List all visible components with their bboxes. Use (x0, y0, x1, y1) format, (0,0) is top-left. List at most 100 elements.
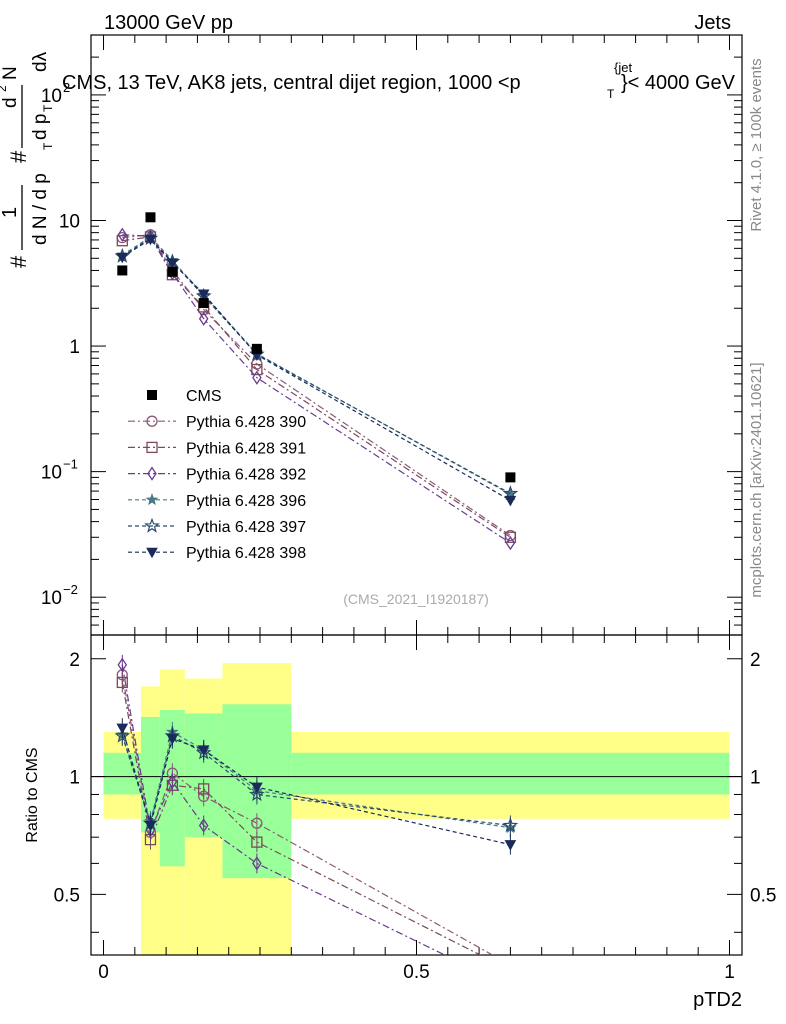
series-point (166, 258, 179, 269)
legend-marker (146, 441, 158, 454)
y-tick-label: 10 (41, 588, 62, 609)
y-axis-label-part: N (0, 66, 21, 80)
series-point (117, 227, 128, 242)
data-point (167, 266, 178, 277)
side-label-mcplots: mcplots.cern.ch [arXiv:2401.10621] (748, 362, 765, 597)
legend-marker (146, 415, 158, 427)
series-line (121, 237, 511, 495)
legend-marker (144, 517, 160, 533)
ratio-line (121, 674, 494, 955)
data-point (198, 298, 209, 309)
series-point (198, 311, 209, 326)
ratio-point (166, 734, 179, 745)
ratio-point (502, 817, 519, 833)
main-series (114, 212, 519, 551)
ratio-point (251, 836, 263, 848)
ratio-point (251, 817, 263, 829)
series-point (116, 252, 129, 264)
series-point (252, 370, 262, 385)
series-point (116, 235, 128, 247)
y-tick-label-exponent: −1 (63, 457, 78, 472)
ratio-y-tick-label-right: 2 (750, 650, 761, 671)
ratio-y-tick-label: 0.5 (54, 885, 80, 906)
y-axis-label-part: 1 (0, 207, 21, 218)
legend-label: Pythia 6.428 396 (186, 493, 306, 510)
ratio-y-tick-label: 1 (69, 768, 80, 789)
ratio-y-tick-label-right: 1 (750, 768, 761, 789)
data-point (251, 343, 262, 354)
ratio-point (117, 657, 128, 672)
ratio-point (252, 856, 262, 871)
y-tick-label: 10 (41, 463, 62, 484)
data-point (505, 472, 516, 483)
ratio-y-tick-label-right: 0.5 (750, 885, 776, 906)
legend-marker (147, 390, 157, 400)
ratio-line (121, 664, 447, 955)
legend-marker (146, 547, 158, 559)
series-point (251, 363, 263, 376)
uncertainty-band-green (103, 752, 142, 795)
plot-title-sub: T (607, 87, 615, 101)
data-point (145, 212, 156, 223)
watermark: (CMS_2021_I1920187) (343, 591, 489, 607)
y-axis-label-part: dλ (30, 51, 51, 72)
ratio-line (121, 727, 511, 846)
legend-marker (147, 466, 157, 481)
series-line (122, 234, 511, 544)
ratio-point (144, 820, 157, 832)
y-tick-label: 10 (41, 86, 62, 107)
legend-marker (145, 493, 159, 506)
legend-label: Pythia 6.428 398 (186, 545, 306, 562)
series-line (121, 236, 511, 495)
series-line (122, 236, 511, 538)
ratio-point (114, 727, 131, 743)
legend-label: Pythia 6.428 390 (186, 414, 306, 431)
y-axis-label-part: d p (30, 114, 51, 140)
y-axis-label-part: 2 (0, 85, 9, 92)
series-point (504, 495, 517, 507)
series-point (197, 289, 210, 300)
ratio-point (197, 745, 210, 756)
plot-title-main: CMS, 13 TeV, AK8 jets, central dijet reg… (62, 72, 521, 94)
y-axis-label-part: T (41, 104, 55, 112)
header-right: Jets (694, 12, 731, 34)
y-tick-label-exponent: 2 (63, 80, 70, 95)
plot-title-sup: {jet (614, 60, 632, 75)
y-axis-label-part: # (6, 150, 31, 163)
x-axis-label: pTD2 (693, 989, 742, 1011)
x-tick-label: 1 (724, 962, 735, 983)
plot-title: CMS, 13 TeV, AK8 jets, central dijet reg… (62, 60, 736, 101)
series-point (144, 234, 157, 246)
legend-label: Pythia 6.428 392 (186, 467, 306, 484)
legend-label: Pythia 6.428 397 (186, 519, 306, 536)
ratio-point (249, 786, 265, 802)
y-tick-label: 1 (69, 337, 80, 358)
ratio-point (198, 818, 209, 833)
y-tick-label: 10 (59, 211, 80, 232)
legend-label: Pythia 6.428 391 (186, 440, 306, 457)
ratio-point (198, 783, 210, 795)
series-line (121, 238, 511, 501)
y-axis-label-part: d N / d p (30, 173, 51, 245)
series-point (505, 535, 516, 551)
ratio-point (167, 774, 178, 789)
uncertainty-band-green (291, 752, 730, 795)
ratio-point (116, 723, 129, 735)
header-left: 13000 GeV pp (104, 12, 233, 34)
series-point (504, 531, 517, 543)
ratio-series (114, 654, 519, 993)
y-axis-label-part: T (41, 142, 55, 150)
x-tick-label: 0 (98, 962, 109, 983)
ratio-point (506, 981, 514, 993)
plot-title-end: }< 4000 GeV (621, 72, 736, 94)
legend-label-cms: CMS (186, 388, 222, 405)
legend: CMS Pythia 6.428 390 Pythia 6.428 391 Pythi… (128, 388, 306, 562)
y-tick-label-exponent: −2 (63, 582, 78, 597)
ratio-line (121, 735, 511, 827)
series-line (122, 234, 511, 536)
ratio-point (505, 965, 515, 975)
y-axis-label: #1 d N / d p T # d p Td 2 Ndλ (0, 51, 55, 268)
ratio-bands (103, 663, 730, 955)
ratio-point (505, 960, 515, 970)
